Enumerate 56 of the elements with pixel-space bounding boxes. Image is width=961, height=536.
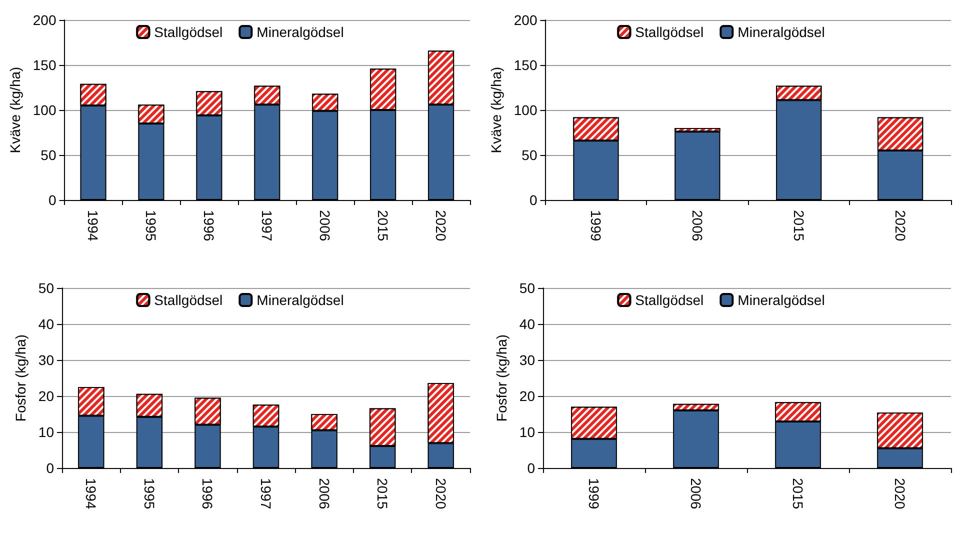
y-tick-label: 30 — [519, 352, 536, 368]
legend-label: Mineralgödsel — [256, 292, 344, 308]
x-tick-label: 1994 — [83, 478, 100, 510]
y-tick-label: 40 — [38, 316, 54, 332]
x-tick-label: 2020 — [433, 210, 450, 242]
x-tick-label: 1999 — [586, 478, 602, 510]
legend-label: Mineralgödsel — [256, 24, 344, 40]
x-tick-label: 1996 — [201, 210, 218, 242]
y-tick-label: 0 — [529, 192, 538, 208]
legend-label: Stallgödsel — [635, 292, 704, 308]
x-tick-label: 2015 — [375, 210, 392, 242]
x-tick-label: 2006 — [317, 210, 334, 242]
legend-label: Mineralgödsel — [738, 292, 825, 308]
x-tick-label: 2020 — [892, 210, 908, 242]
y-tick-label: 10 — [38, 424, 54, 440]
x-tick-label: 1999 — [588, 210, 604, 242]
y-tick-label: 20 — [519, 388, 536, 404]
legend-label: Stallgödsel — [154, 24, 223, 40]
x-tick-label: 2020 — [892, 478, 908, 510]
y-tick-label: 20 — [38, 388, 54, 404]
y-tick-label: 30 — [38, 352, 54, 368]
x-tick-label: 1995 — [141, 478, 158, 510]
x-tick-label: 2006 — [688, 478, 704, 510]
x-tick-label: 1997 — [258, 478, 274, 510]
y-tick-label: 10 — [519, 424, 536, 440]
y-tick-label: 50 — [40, 147, 56, 163]
legend-label: Stallgödsel — [635, 24, 704, 40]
x-tick-label: 2006 — [689, 210, 706, 242]
y-tick-label: 150 — [32, 57, 56, 73]
y-tick-label: 50 — [522, 147, 538, 163]
y-tick-label: 50 — [38, 280, 54, 296]
x-tick-label: 2015 — [374, 478, 391, 510]
y-axis-title: Fosfor (kg/ha) — [494, 334, 510, 422]
y-tick-label: 0 — [48, 192, 56, 208]
y-tick-label: 100 — [32, 102, 56, 118]
x-tick-label: 2015 — [790, 478, 806, 510]
x-tick-label: 2006 — [316, 478, 332, 510]
x-tick-label: 2020 — [432, 478, 449, 510]
x-tick-label: 1996 — [200, 478, 216, 510]
x-tick-label: 1995 — [143, 210, 160, 242]
x-tick-label: 1994 — [85, 210, 102, 242]
y-tick-label: 150 — [514, 57, 538, 73]
y-tick-label: 0 — [46, 460, 54, 476]
y-tick-label: 200 — [32, 12, 56, 28]
legend-label: Stallgödsel — [154, 292, 223, 308]
y-tick-label: 100 — [514, 102, 538, 118]
x-tick-label: 2015 — [790, 210, 807, 242]
legend-label: Mineralgödsel — [738, 24, 825, 40]
y-axis-title: Fosfor (kg/ha) — [12, 334, 29, 422]
y-tick-label: 200 — [514, 12, 538, 28]
y-tick-label: 50 — [519, 280, 536, 296]
y-tick-label: 0 — [527, 460, 536, 476]
x-tick-label: 1997 — [259, 210, 276, 242]
y-axis-title: Kväve (kg/ha) — [7, 66, 23, 154]
y-axis-title: Kväve (kg/ha) — [488, 66, 504, 154]
y-tick-label: 40 — [519, 316, 536, 332]
